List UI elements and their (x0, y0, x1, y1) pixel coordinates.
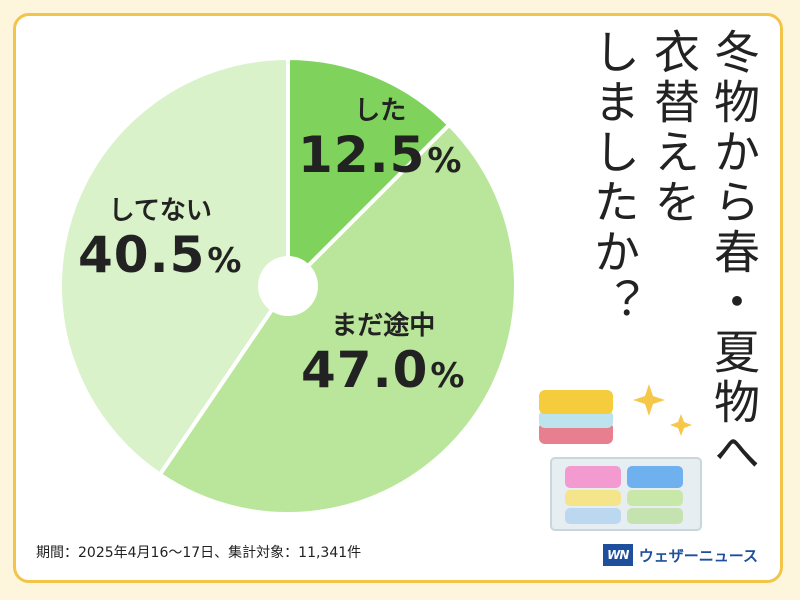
slice-name: まだ途中 (331, 311, 436, 341)
slice-unit: % (427, 141, 463, 181)
title-line-3: しましたか？ (587, 28, 641, 328)
slice-name: してない (108, 196, 212, 226)
pie-slice-0 (286, 55, 453, 291)
pie-slice-2 (58, 55, 290, 478)
survey-footnote: 期間：2025年4月16〜17日、集計対象：11,341件 (36, 545, 362, 561)
sparkle-icon (633, 384, 692, 436)
title-line-1: 冬物から春・夏物へ (707, 28, 761, 478)
storage-box-icon (550, 457, 702, 531)
title-line-2: 衣替えを (647, 28, 701, 228)
slice-value: 12.5 (298, 126, 426, 184)
folded-clothes-icon (539, 390, 613, 444)
slice-value: 47.0 (301, 341, 429, 399)
brand-logo: WN ウェザーニュース (602, 544, 758, 566)
slice-label-shita: した 12.5% (298, 96, 462, 190)
slice-value: 40.5 (78, 226, 206, 284)
weathernews-logo-icon: WN (602, 544, 633, 566)
chart-card: した 12.5% まだ途中 47.0% してない 40.5% 冬物から春・夏物へ… (13, 13, 783, 583)
donut-hole (258, 256, 318, 316)
slice-unit: % (430, 356, 466, 396)
clothes-illustration (539, 384, 702, 531)
pie-chart (58, 55, 518, 516)
slice-label-shitenai: してない 40.5% (78, 196, 242, 290)
slice-unit: % (207, 241, 243, 281)
slice-name: した (354, 96, 407, 126)
slice-label-madatochu: まだ途中 47.0% (301, 311, 465, 405)
pie-slice-1 (157, 121, 518, 516)
brand-name: ウェザーニュース (638, 546, 758, 565)
